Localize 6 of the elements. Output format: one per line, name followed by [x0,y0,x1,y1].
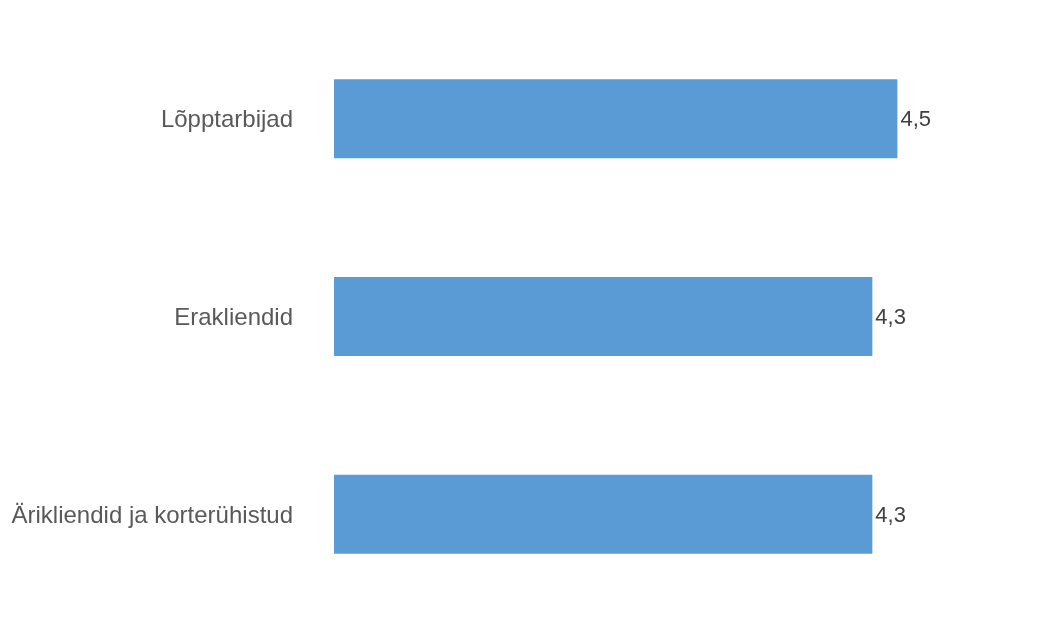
y-tick-label: Lõpptarbijad [160,105,293,133]
data-label: 4,3 [875,304,906,329]
data-label: 4,3 [875,501,906,527]
y-tick-label: Erakliendid [174,302,293,330]
y-tick-label: Ärikliendid ja korterühistud [11,500,293,528]
data-label: 4,5 [900,106,931,132]
